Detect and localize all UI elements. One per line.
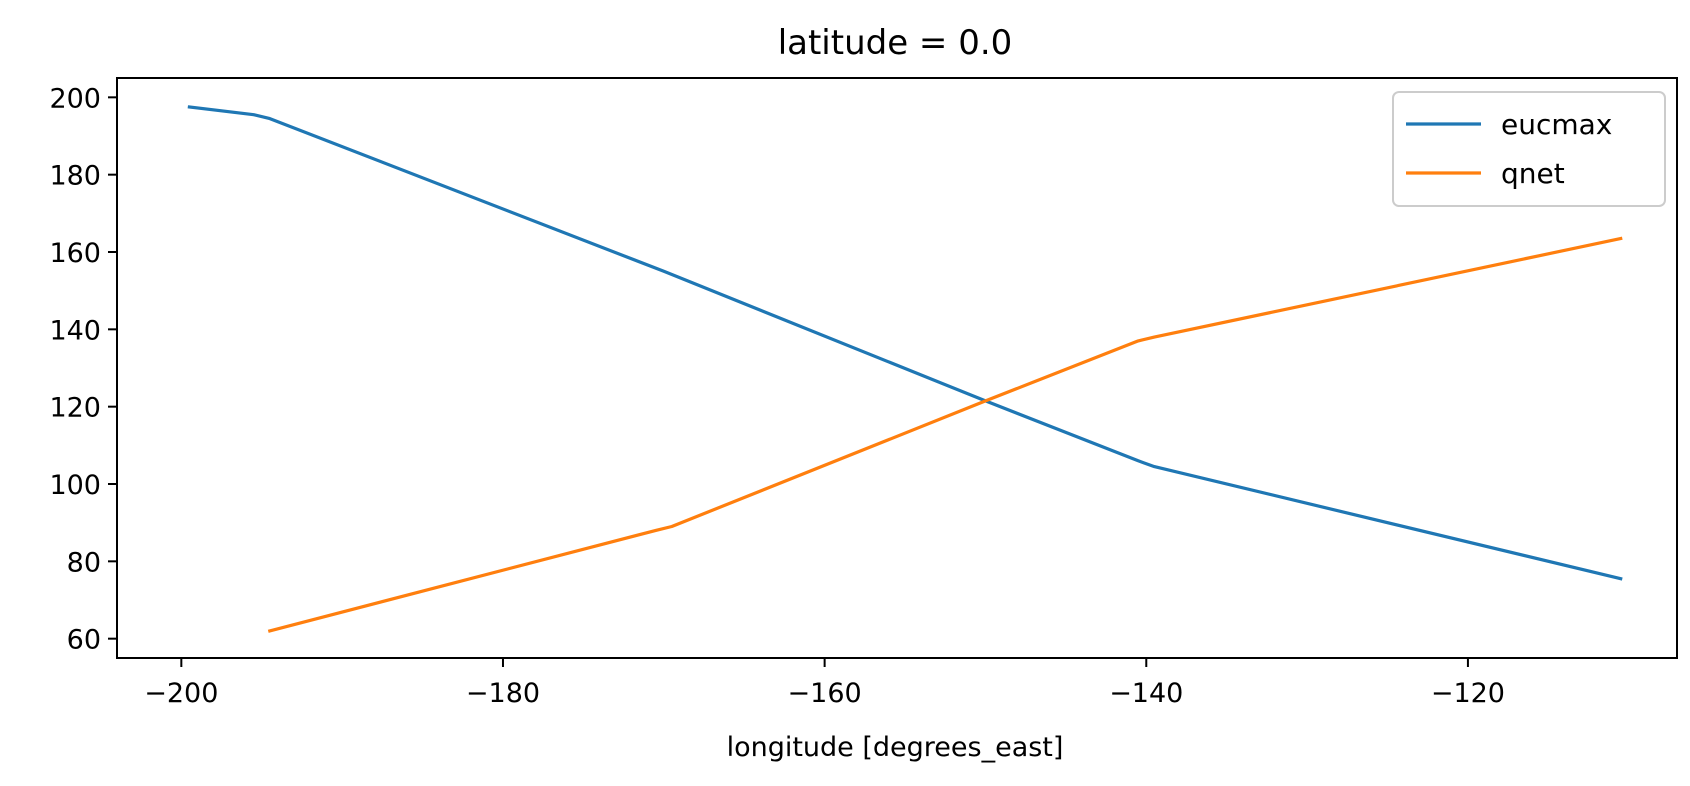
chart-title: latitude = 0.0 [778, 23, 1013, 63]
x-tick-label: −140 [1109, 678, 1183, 709]
x-axis-label: longitude [degrees_east] [727, 732, 1064, 763]
y-tick-label: 180 [49, 161, 101, 192]
x-tick-label: −160 [788, 678, 862, 709]
legend: eucmax qnet [1392, 91, 1666, 207]
x-tick-label: −200 [144, 678, 218, 709]
legend-label-1: qnet [1501, 157, 1565, 190]
y-tick-label: 200 [49, 83, 101, 114]
series-line-0 [187, 105, 1623, 581]
plot-area [187, 105, 1623, 633]
legend-label-0: eucmax [1501, 108, 1612, 141]
axes-frame [116, 77, 1678, 659]
y-tick-label: 60 [67, 625, 101, 656]
x-tick-label: −120 [1431, 678, 1505, 709]
y-tick-label: 120 [49, 393, 101, 424]
x-tick-label: −180 [466, 678, 540, 709]
axes: −200 −180 −160 −140 −120 60 80 100 120 140 160 180 2… [49, 77, 1678, 709]
y-tick-label: 100 [49, 470, 101, 501]
y-tick-label: 160 [49, 238, 101, 269]
y-tick-label: 80 [67, 547, 101, 578]
legend-frame [1392, 91, 1666, 207]
series-line-1 [267, 236, 1623, 633]
y-tick-label: 140 [49, 315, 101, 346]
